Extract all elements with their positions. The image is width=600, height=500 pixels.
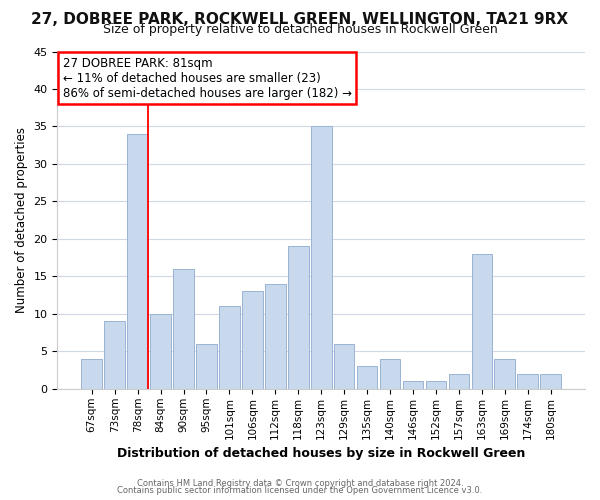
Bar (127, 134, 148, 389)
Bar (517, 374, 538, 389)
Bar (311, 126, 332, 389)
Bar (357, 366, 377, 389)
Bar (425, 382, 446, 389)
X-axis label: Distribution of detached houses by size in Rockwell Green: Distribution of detached houses by size … (117, 447, 526, 460)
Bar (494, 359, 515, 389)
Bar (82, 359, 102, 389)
Bar (196, 344, 217, 389)
Text: Size of property relative to detached houses in Rockwell Green: Size of property relative to detached ho… (103, 22, 497, 36)
Bar (150, 314, 171, 389)
Bar (265, 284, 286, 389)
Text: 27 DOBREE PARK: 81sqm
← 11% of detached houses are smaller (23)
86% of semi-deta: 27 DOBREE PARK: 81sqm ← 11% of detached … (62, 56, 352, 100)
Bar (334, 344, 355, 389)
Bar (104, 322, 125, 389)
Text: Contains HM Land Registry data © Crown copyright and database right 2024.: Contains HM Land Registry data © Crown c… (137, 478, 463, 488)
Bar (219, 306, 240, 389)
Bar (472, 254, 492, 389)
Bar (173, 269, 194, 389)
Text: Contains public sector information licensed under the Open Government Licence v3: Contains public sector information licen… (118, 486, 482, 495)
Y-axis label: Number of detached properties: Number of detached properties (15, 127, 28, 313)
Bar (541, 374, 561, 389)
Bar (380, 359, 400, 389)
Bar (449, 374, 469, 389)
Bar (403, 382, 424, 389)
Text: 27, DOBREE PARK, ROCKWELL GREEN, WELLINGTON, TA21 9RX: 27, DOBREE PARK, ROCKWELL GREEN, WELLING… (31, 12, 569, 28)
Bar (288, 246, 308, 389)
Bar (242, 292, 263, 389)
